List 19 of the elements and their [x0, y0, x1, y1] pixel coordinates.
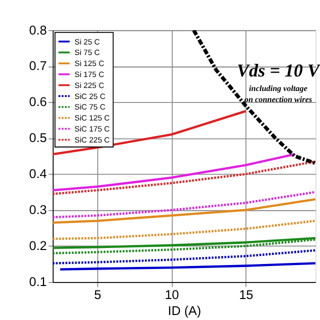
y-tick-label: 0.4 [29, 166, 47, 182]
x-tick-label: 10 [164, 286, 180, 302]
y-tick-label: 0.5 [29, 130, 47, 146]
x-tick-label: 15 [239, 286, 254, 302]
y-tick-label: 0.1 [29, 274, 47, 290]
line-series [59, 262, 316, 271]
line-series [52, 153, 296, 192]
x-tick-label: 5 [94, 286, 102, 302]
line-series [52, 220, 316, 240]
y-tick-label: 0.3 [29, 202, 47, 218]
line-series [52, 249, 316, 264]
y-tick-label: 0.7 [29, 58, 47, 74]
annotation: including voltage [249, 84, 308, 94]
y-tick-label: 0.6 [29, 94, 47, 110]
y-tick-label: 0.8 [29, 22, 47, 38]
y-tick-label: 0.2 [29, 238, 47, 254]
annotation: on connection wires [244, 95, 312, 104]
x-axis-title: ID (A) [168, 303, 202, 318]
line-series [52, 110, 247, 156]
